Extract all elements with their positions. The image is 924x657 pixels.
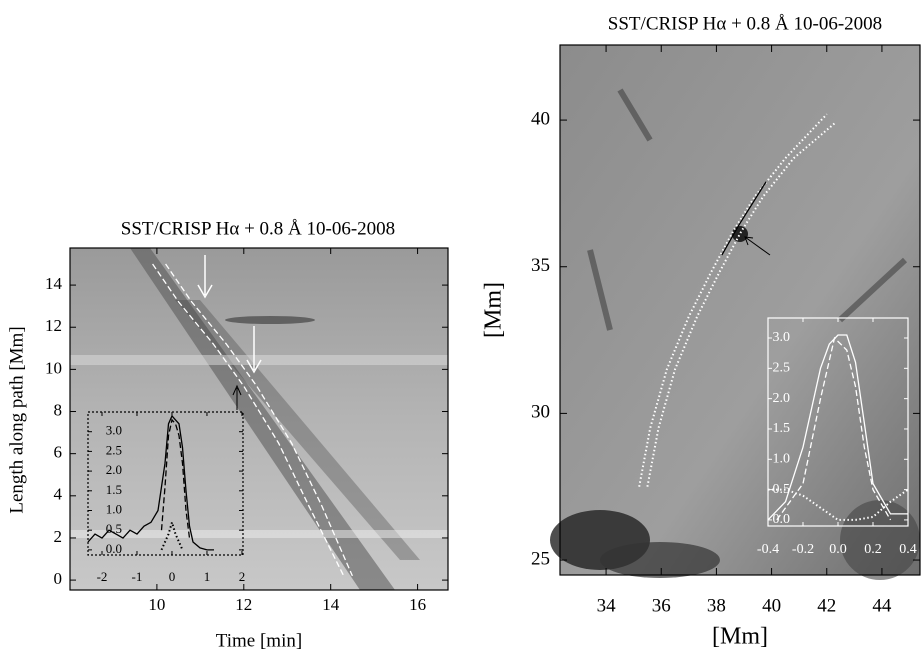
y-tick-label: 0 [54, 569, 63, 588]
x-tick-label: 2 [239, 569, 246, 584]
x-tick-label: 44 [872, 595, 892, 616]
left-x-label: Time [min] [216, 630, 302, 651]
y-tick-label: 10 [45, 358, 62, 377]
y-tick-label: 0.0 [106, 541, 122, 556]
y-tick-label: 1.0 [106, 501, 122, 516]
y-tick-label: 1.5 [773, 421, 791, 436]
plot-frame [559, 44, 921, 576]
y-tick-label: 1.0 [773, 452, 791, 467]
right-x-label: [Mm] [712, 624, 768, 650]
y-tick-label: 35 [531, 255, 550, 276]
y-tick-label: 0.5 [106, 521, 122, 536]
series-line [768, 488, 909, 521]
left-y-label: Length along path [Mm] [6, 326, 27, 513]
plot-frame [87, 411, 244, 556]
y-tick-label: 1.5 [106, 482, 122, 497]
series-line [767, 334, 908, 521]
series-line [152, 263, 345, 577]
x-tick-label: 36 [652, 595, 671, 616]
x-tick-label: -0.2 [792, 542, 814, 557]
y-tick-label: 14 [45, 274, 63, 293]
series-line [165, 263, 353, 577]
y-tick-label: 40 [531, 108, 550, 129]
x-tick-label: 10 [148, 595, 165, 614]
y-tick-label: 25 [531, 548, 550, 569]
y-tick-label: 2.5 [773, 361, 791, 376]
plot-frame [69, 247, 449, 591]
right-y-label: [Mm] [481, 282, 507, 338]
y-tick-label: 6 [54, 443, 63, 462]
x-tick-label: 1 [204, 569, 211, 584]
x-tick-label: -1 [132, 569, 143, 584]
x-tick-label: -0.4 [757, 542, 779, 557]
x-tick-label: 42 [817, 595, 836, 616]
y-tick-label: 8 [54, 400, 63, 419]
y-tick-label: 3.0 [106, 423, 122, 438]
y-tick-label: 2.5 [106, 442, 122, 457]
y-tick-label: 2.0 [106, 462, 122, 477]
x-tick-label: 34 [597, 595, 617, 616]
x-tick-label: 38 [707, 595, 726, 616]
right-title: SST/CRISP Hα + 0.8 Å 10-06-2008 [608, 13, 882, 34]
series-line [87, 414, 214, 551]
x-tick-label: 0.2 [864, 542, 882, 557]
left-image [70, 248, 448, 590]
x-tick-label: 0.4 [899, 542, 917, 557]
right-image [550, 45, 920, 580]
y-tick-label: 30 [531, 402, 550, 423]
x-tick-label: 16 [409, 595, 426, 614]
series-line [721, 181, 767, 256]
y-tick-label: 2.0 [773, 391, 791, 406]
y-tick-label: 0.0 [773, 512, 791, 527]
left-title: SST/CRISP Hα + 0.8 Å 10-06-2008 [121, 218, 395, 239]
x-tick-label: 0 [169, 569, 176, 584]
y-tick-label: 3.0 [773, 330, 791, 345]
y-tick-label: 2 [54, 527, 63, 546]
x-tick-label: 40 [762, 595, 781, 616]
y-tick-label: 12 [45, 316, 62, 335]
x-tick-label: 12 [235, 595, 252, 614]
x-tick-label: 14 [322, 595, 340, 614]
y-tick-label: 4 [54, 485, 63, 504]
x-tick-label: -2 [97, 569, 108, 584]
series-line [776, 336, 892, 521]
x-tick-label: 0.0 [829, 542, 847, 557]
